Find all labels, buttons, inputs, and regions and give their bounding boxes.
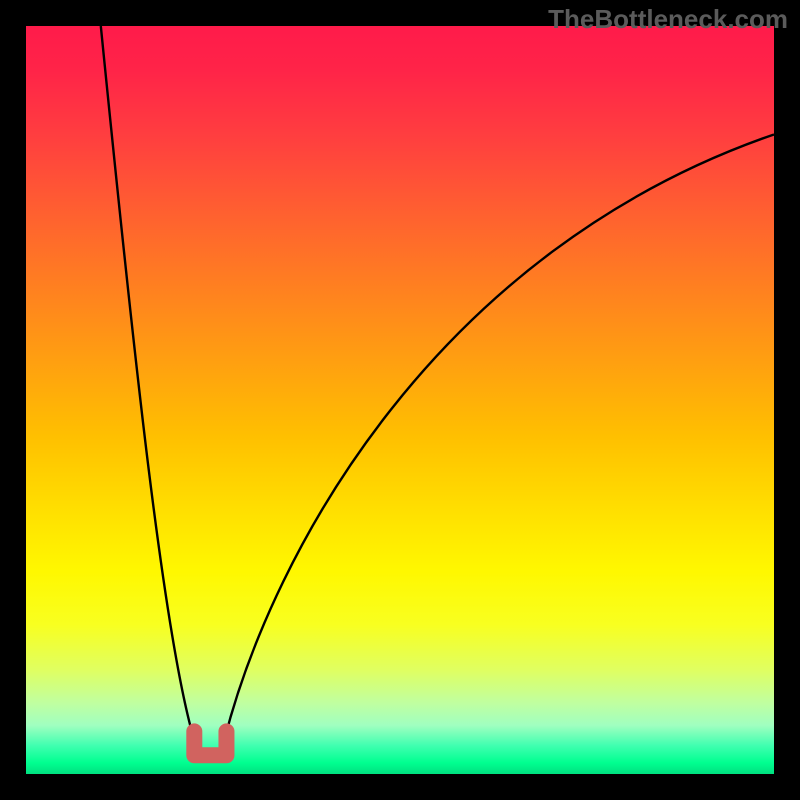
watermark-text: TheBottleneck.com bbox=[548, 4, 788, 35]
curve-right-arm bbox=[224, 134, 774, 740]
min-notch-marker bbox=[194, 731, 226, 755]
curve-layer bbox=[26, 26, 774, 774]
plot-area bbox=[26, 26, 774, 774]
chart-frame: TheBottleneck.com bbox=[0, 0, 800, 800]
curve-left-arm bbox=[101, 26, 195, 740]
